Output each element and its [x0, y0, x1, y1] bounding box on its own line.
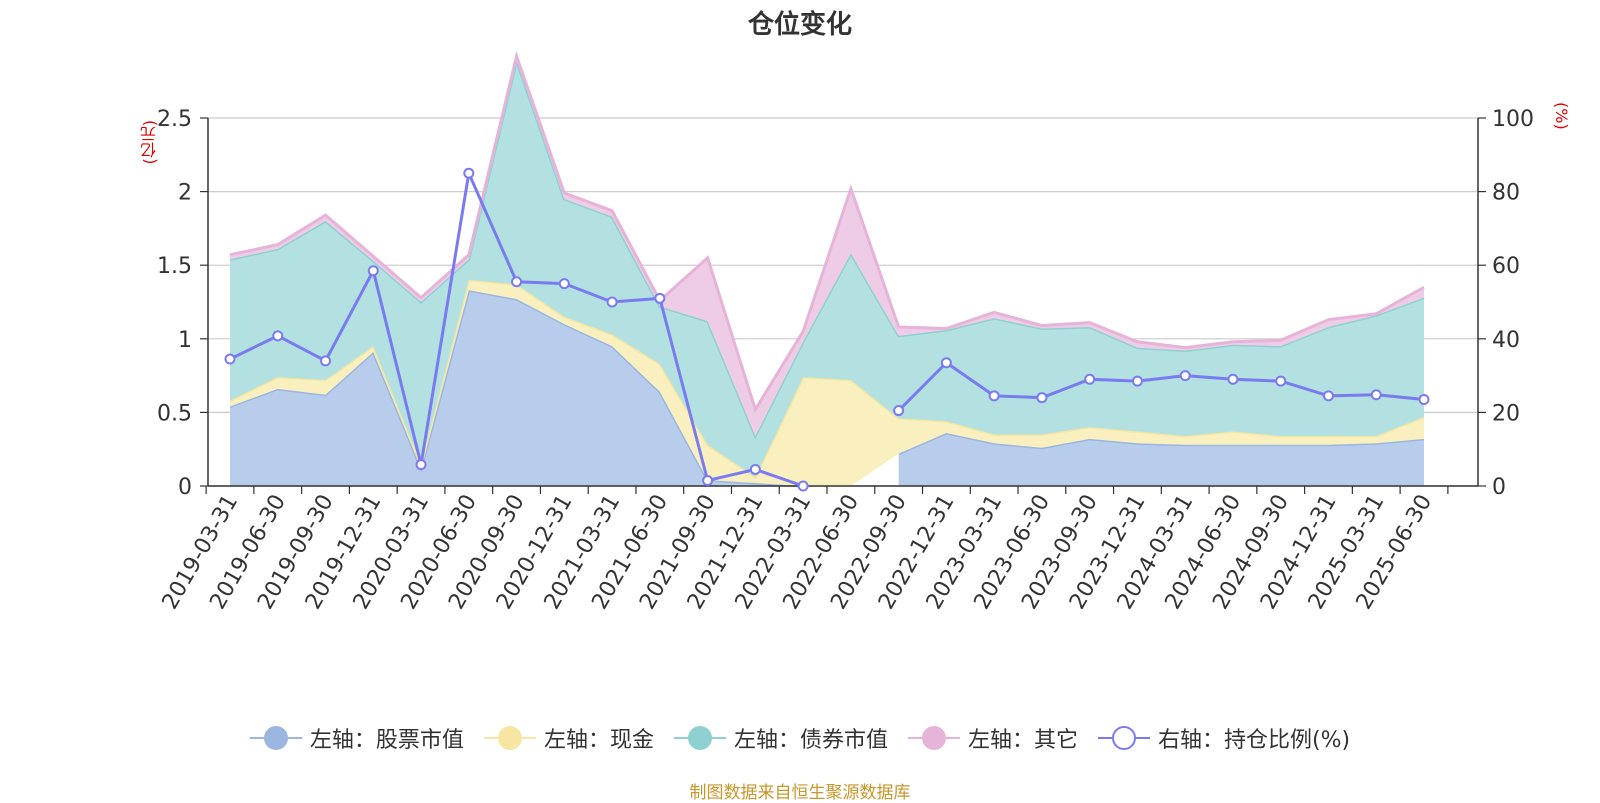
ratio-point — [654, 292, 666, 304]
right-tick-label: 80 — [1492, 181, 1520, 206]
ratio-point — [797, 480, 809, 492]
legend-label: 左轴：债券市值 — [733, 728, 888, 753]
legend-label: 左轴：股票市值 — [309, 728, 464, 753]
legend-swatch — [483, 725, 536, 751]
legend-item[interactable]: 左轴：现金 — [483, 722, 654, 754]
legend-swatch — [1097, 725, 1150, 751]
legend-label: 右轴：持仓比例(%) — [1157, 728, 1351, 753]
ratio-point — [1131, 375, 1143, 387]
ratio-point — [1275, 375, 1287, 387]
legend-item[interactable]: 左轴：债券市值 — [673, 722, 888, 754]
area-2 — [230, 60, 1424, 478]
ratio-point — [511, 276, 523, 288]
area-edge-3 — [229, 50, 1425, 414]
legend-label: 左轴：现金 — [543, 728, 654, 753]
ratio-point — [1322, 390, 1334, 402]
ratio-point — [320, 355, 332, 367]
area-edge-2 — [229, 55, 1425, 440]
ratio-point — [1179, 370, 1191, 382]
legend-item[interactable]: 左轴：股票市值 — [249, 722, 464, 754]
ratio-point — [1418, 394, 1430, 406]
ratio-point — [749, 463, 761, 475]
ratio-point — [1227, 373, 1239, 385]
ratio-point — [702, 474, 714, 486]
left-tick-label: 2.5 — [157, 107, 192, 132]
chart-title: 仓位变化 — [747, 10, 852, 40]
right-tick-label: 60 — [1492, 254, 1520, 279]
ratio-point — [463, 167, 475, 179]
right-tick-label: 40 — [1492, 328, 1520, 353]
ratio-point — [1084, 373, 1096, 385]
ratio-point — [1370, 389, 1382, 401]
ratio-point — [1036, 392, 1048, 404]
left-tick-label: 1.5 — [157, 254, 192, 279]
area-1 — [230, 279, 1424, 486]
right-tick-label: 20 — [1492, 401, 1520, 426]
ratio-point — [415, 459, 427, 471]
ratio-point — [224, 353, 236, 365]
ratio-point — [940, 357, 952, 369]
legend-swatch — [249, 725, 302, 751]
right-tick-label: 100 — [1492, 107, 1534, 132]
legend-label: 左轴：其它 — [967, 728, 1078, 753]
ratio-point — [558, 278, 570, 290]
legend-item[interactable]: 右轴：持仓比例(%) — [1097, 722, 1351, 754]
left-tick-label: 2 — [178, 181, 192, 206]
right-axis-unit: (%) — [1552, 102, 1571, 130]
ratio-point — [272, 330, 284, 342]
position-chart: 00.511.522.50204060801002019-03-312019-0… — [157, 50, 1534, 614]
legend-swatch — [673, 725, 726, 751]
left-tick-label: 0.5 — [157, 401, 192, 426]
right-tick-label: 0 — [1492, 475, 1506, 500]
ratio-line-segment — [897, 360, 1425, 412]
legend-item[interactable]: 左轴：其它 — [907, 722, 1078, 754]
ratio-point — [606, 296, 618, 308]
ratio-point — [988, 390, 1000, 402]
area-0 — [230, 290, 804, 486]
legend-swatch — [907, 725, 960, 751]
position-ratio-line — [224, 167, 1430, 492]
ratio-point — [893, 405, 905, 417]
ratio-point — [367, 265, 379, 277]
left-tick-label: 0 — [178, 475, 192, 500]
data-source-note: 制图数据来自恒生聚源数据库 — [689, 783, 911, 803]
area-3 — [230, 56, 1424, 436]
legend: 左轴：股票市值 左轴：现金 左轴：债券市值 左轴：其它 右轴：持仓比例(%) — [0, 722, 1600, 754]
left-tick-label: 1 — [178, 328, 192, 353]
